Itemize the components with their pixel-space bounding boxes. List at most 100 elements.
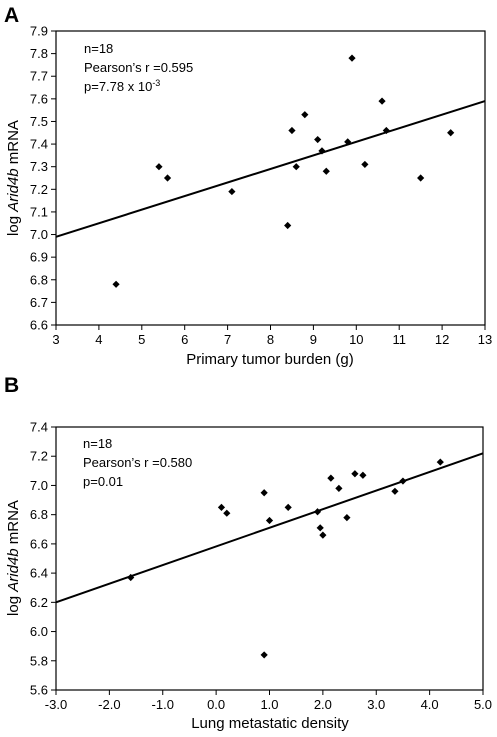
x-tick-label: 11 (392, 332, 406, 347)
x-tick-label: 6 (181, 332, 188, 347)
panel-a-x-axis-label: Primary tumor burden (g) (186, 351, 354, 368)
x-tick-label: 0.0 (207, 697, 225, 712)
y-tick-label: 7.4 (30, 420, 48, 435)
x-tick-label: 8 (267, 332, 274, 347)
panel-a-data-point (447, 129, 455, 137)
panel-a-points (112, 54, 455, 288)
y-tick-label: 6.8 (30, 272, 48, 287)
x-tick-label: 4.0 (421, 697, 439, 712)
y-tick-label: 6.6 (30, 318, 48, 333)
x-tick-label: 5.0 (474, 697, 492, 712)
panel-b-annotation-n: n=18 (83, 436, 112, 451)
x-tick-label: 10 (349, 332, 363, 347)
panel-a-data-point (382, 126, 390, 135)
x-tick-label: 3 (52, 332, 59, 347)
panel-b-y-label-prefix: log (5, 592, 22, 616)
x-tick-label: 5 (138, 332, 145, 347)
panel-a-fit-layer (55, 100, 486, 238)
panel-b-data-point (316, 524, 324, 532)
panel-b-points (127, 458, 444, 659)
x-tick-label: -3.0 (45, 697, 67, 712)
y-tick-label: 6.0 (30, 624, 48, 639)
y-tick-label: 7.4 (30, 137, 48, 152)
panel-b-data-point (223, 509, 231, 517)
panel-a-chart: A 3 4 5 6 7 8 9 10 11 12 13 6.6 6.7 6.8 6.9 7.0 7.1 7.2 7.… (4, 4, 492, 368)
panel-b-data-point (284, 503, 292, 511)
panel-b-y-label-gene: Arid4b (5, 548, 22, 592)
y-tick-label: 7.0 (30, 478, 48, 493)
panel-b-data-point (335, 484, 343, 492)
panel-a-data-point (163, 174, 172, 182)
panel-a-data-point (288, 126, 296, 135)
panel-b-data-point (127, 573, 135, 582)
y-tick-label: 7.3 (30, 159, 48, 174)
panel-b-ticks: -3.0 -2.0 -1.0 0.0 1.0 2.0 3.0 4.0 5.0 5.6 5.8 6.0 6… (30, 420, 492, 713)
x-tick-label: 2.0 (314, 697, 332, 712)
y-tick-label: 6.2 (30, 595, 48, 610)
x-tick-label: 3.0 (367, 697, 385, 712)
y-tick-label: 7.2 (30, 449, 48, 464)
panel-a-data-point (228, 187, 236, 196)
panel-a-y-label-prefix: log (5, 212, 22, 236)
panel-b-data-point (260, 651, 268, 659)
panel-a-annotation-n: n=18 (84, 41, 113, 56)
y-tick-label: 6.4 (30, 566, 48, 581)
panel-b-data-point (399, 477, 407, 485)
panel-a-data-point (155, 163, 163, 171)
panel-a-label: A (4, 4, 19, 27)
y-tick-label: 7.1 (30, 204, 48, 219)
y-tick-label: 6.8 (30, 507, 48, 522)
panel-b-data-point (313, 508, 322, 516)
panel-a-data-point (318, 147, 326, 155)
x-tick-label: 7 (224, 332, 231, 347)
y-tick-label: 6.7 (30, 295, 48, 310)
panel-b-y-label-suffix: mRNA (5, 500, 22, 548)
panel-b-annotation-r: Pearson’s r =0.580 (83, 455, 192, 470)
x-tick-label: 4 (95, 332, 102, 347)
y-tick-label: 7.7 (30, 69, 48, 84)
panel-b-data-point (359, 471, 367, 479)
panel-a-annotation-p-exponent: -3 (152, 78, 160, 88)
panel-b-data-point (319, 531, 327, 539)
panel-b-data-point (265, 516, 274, 525)
panel-a-data-point (301, 111, 309, 119)
panel-a-annotation-p-base: p=7.78 x 10 (84, 79, 152, 94)
panel-a-regression-line (55, 100, 486, 238)
y-tick-label: 7.8 (30, 46, 48, 61)
panel-b-annotation-p: p=0.01 (83, 474, 123, 489)
y-tick-label: 5.6 (30, 683, 48, 698)
panel-a-ticks: 3 4 5 6 7 8 9 10 11 12 13 6.6 6.7 6.8 6.9 7.0 7.1 7.2 7.3 7… (30, 24, 492, 348)
panel-a-data-point (322, 167, 330, 175)
panel-b-data-point (217, 503, 226, 511)
x-tick-label: 13 (478, 332, 492, 347)
panel-a-data-point (348, 54, 356, 62)
panel-a-data-point (284, 221, 292, 230)
panel-b-data-point (343, 513, 351, 522)
y-tick-label: 7.9 (30, 24, 48, 39)
panel-b-data-point (327, 474, 335, 482)
x-tick-label: 9 (310, 332, 317, 347)
panel-a-data-point (417, 174, 425, 182)
panel-a-data-point (361, 160, 369, 169)
panel-a-data-point (378, 97, 386, 105)
panel-b-data-point (436, 458, 444, 466)
panel-b-data-point (391, 487, 399, 495)
x-tick-label: 1.0 (260, 697, 278, 712)
y-tick-label: 7.0 (30, 227, 48, 242)
panel-a-y-label-suffix: mRNA (5, 120, 22, 168)
panel-a-annotation-p: p=7.78 x 10-3 (84, 78, 160, 94)
panel-a-data-point (344, 138, 352, 146)
y-tick-label: 7.2 (30, 182, 48, 197)
y-tick-label: 7.6 (30, 91, 48, 106)
x-tick-label: -2.0 (98, 697, 120, 712)
panel-a-annotation-r: Pearson’s r =0.595 (84, 60, 193, 75)
panel-b-data-point (351, 470, 359, 478)
panel-b-x-axis-label: Lung metastatic density (191, 715, 349, 732)
panel-b-label: B (4, 374, 19, 397)
panel-a-y-axis-label: log Arid4b mRNA (5, 120, 22, 236)
panel-b-y-axis-label: log Arid4b mRNA (5, 500, 22, 616)
panel-b-data-point (260, 489, 268, 497)
y-tick-label: 5.8 (30, 653, 48, 668)
y-tick-label: 6.9 (30, 250, 48, 265)
panel-b-chart: B -3.0 -2.0 -1.0 0.0 1.0 2.0 3.0 4.0 5.0 5.6 5.8 6.… (4, 374, 492, 732)
